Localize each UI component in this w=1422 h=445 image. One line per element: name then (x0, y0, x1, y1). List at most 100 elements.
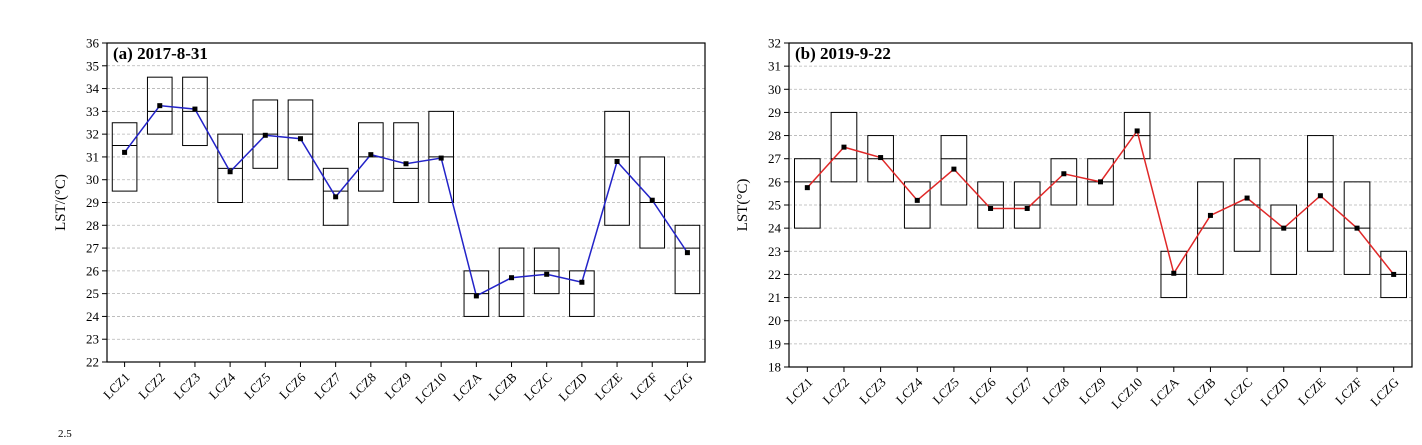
x-tick-label: LCZD (555, 370, 590, 405)
y-tick-label: 19 (768, 336, 781, 351)
box (793, 158, 821, 229)
box (1013, 181, 1041, 229)
mean-point (1207, 212, 1213, 218)
x-tick-label: LCZA (1147, 374, 1182, 409)
mean-point (122, 149, 128, 155)
y-tick-label: 24 (768, 221, 782, 236)
mean-point (579, 279, 585, 285)
y-axis-label: LST/(°C) (53, 174, 69, 231)
y-tick-label: 26 (86, 263, 100, 278)
x-tick-label: LCZ9 (1076, 375, 1109, 408)
x-tick-label: LCZ10 (412, 370, 449, 407)
y-tick-label: 34 (86, 81, 100, 96)
x-tick-label: LCZ7 (1003, 374, 1036, 407)
mean-point (684, 250, 690, 256)
x-tick-label: LCZ6 (276, 369, 309, 402)
box (1270, 204, 1298, 275)
box (146, 76, 173, 135)
x-tick-label: LCZ5 (929, 375, 962, 408)
y-tick-label: 33 (86, 104, 99, 119)
y-tick-label: 29 (86, 195, 99, 210)
stray-mark-text: 2.5 (58, 428, 72, 440)
mean-point (1171, 270, 1177, 276)
y-tick-label: 28 (768, 128, 781, 143)
mean-point (1244, 195, 1250, 201)
y-tick-label: 28 (86, 218, 99, 233)
mean-point (1354, 225, 1360, 231)
y-tick-label: 36 (86, 36, 100, 51)
mean-point (804, 185, 810, 191)
x-tick-label: LCZF (627, 370, 660, 403)
x-tick-label: LCZE (592, 369, 626, 403)
y-tick-label: 26 (768, 174, 782, 189)
x-tick-label: LCZC (521, 370, 555, 404)
mean-point (1391, 271, 1397, 277)
mean-line (806, 129, 1395, 276)
y-tick-label: 27 (768, 151, 782, 166)
x-tick-label: LCZ2 (820, 375, 853, 408)
mean-point (951, 166, 957, 172)
mean-point (614, 158, 620, 164)
y-tick-label: 31 (86, 149, 99, 164)
y-tick-label: 32 (768, 36, 781, 51)
mean-point (841, 144, 847, 150)
y-tick-label: 20 (768, 313, 781, 328)
x-tick-label: LCZB (486, 369, 520, 403)
mean-point (878, 155, 884, 161)
mean-point (297, 136, 303, 142)
mean-point (509, 275, 515, 281)
box (674, 224, 701, 295)
x-tick-label: LCZB (1184, 374, 1218, 408)
x-tick-label: LCZG (661, 370, 696, 405)
mean-point (1134, 128, 1140, 134)
x-tick-label: LCZ3 (170, 370, 203, 403)
chart-title: (a) 2017-8-31 (113, 44, 208, 63)
box (604, 110, 630, 226)
mean-point (914, 197, 920, 203)
y-tick-label: 18 (768, 360, 781, 375)
y-tick-label: 21 (768, 290, 781, 305)
stray-mark-layer: 2.5 (58, 428, 72, 440)
mean-point (438, 155, 444, 161)
mean-point (988, 205, 994, 211)
y-tick-label: 31 (768, 59, 781, 74)
x-tick-label: LCZ4 (893, 374, 926, 407)
mean-point (1098, 179, 1103, 185)
box (498, 247, 525, 317)
mean-point (1281, 225, 1287, 231)
box (322, 167, 349, 226)
y-tick-label: 27 (86, 241, 100, 256)
y-tick-label: 35 (86, 58, 99, 73)
mean-point (403, 161, 409, 167)
x-tick-label: LCZ1 (100, 370, 133, 403)
box (287, 99, 314, 181)
mean-point (1024, 205, 1030, 211)
chart-title: (b) 2019-9-22 (795, 44, 891, 63)
x-tick-label: LCZ8 (346, 370, 379, 403)
y-tick-label: 29 (768, 105, 781, 120)
y-tick-label: 30 (768, 82, 781, 97)
mean-point (192, 106, 198, 112)
mean-point (262, 132, 268, 138)
x-tick-label: LCZ2 (135, 370, 168, 403)
x-tick-label: LCZA (450, 369, 485, 404)
y-axis-label: LST(°C) (735, 179, 751, 232)
y-tick-label: 30 (86, 172, 99, 187)
x-tick-label: LCZ1 (783, 375, 816, 408)
y-tick-label: 22 (768, 267, 781, 282)
mean-point (227, 169, 233, 175)
x-tick-label: LCZC (1221, 375, 1255, 409)
y-tick-label: 25 (768, 198, 781, 213)
x-tick-label: LCZ9 (382, 370, 415, 403)
mean-point (1061, 171, 1067, 177)
y-tick-label: 22 (86, 355, 99, 370)
box (393, 122, 419, 203)
x-tick-label: LCZ3 (856, 375, 889, 408)
x-tick-label: LCZE (1295, 374, 1329, 408)
mean-point (544, 271, 550, 277)
x-tick-label: LCZG (1367, 375, 1402, 410)
x-tick-label: LCZ8 (1039, 375, 1072, 408)
y-tick-label: 32 (86, 127, 99, 142)
mean-point (157, 103, 163, 109)
